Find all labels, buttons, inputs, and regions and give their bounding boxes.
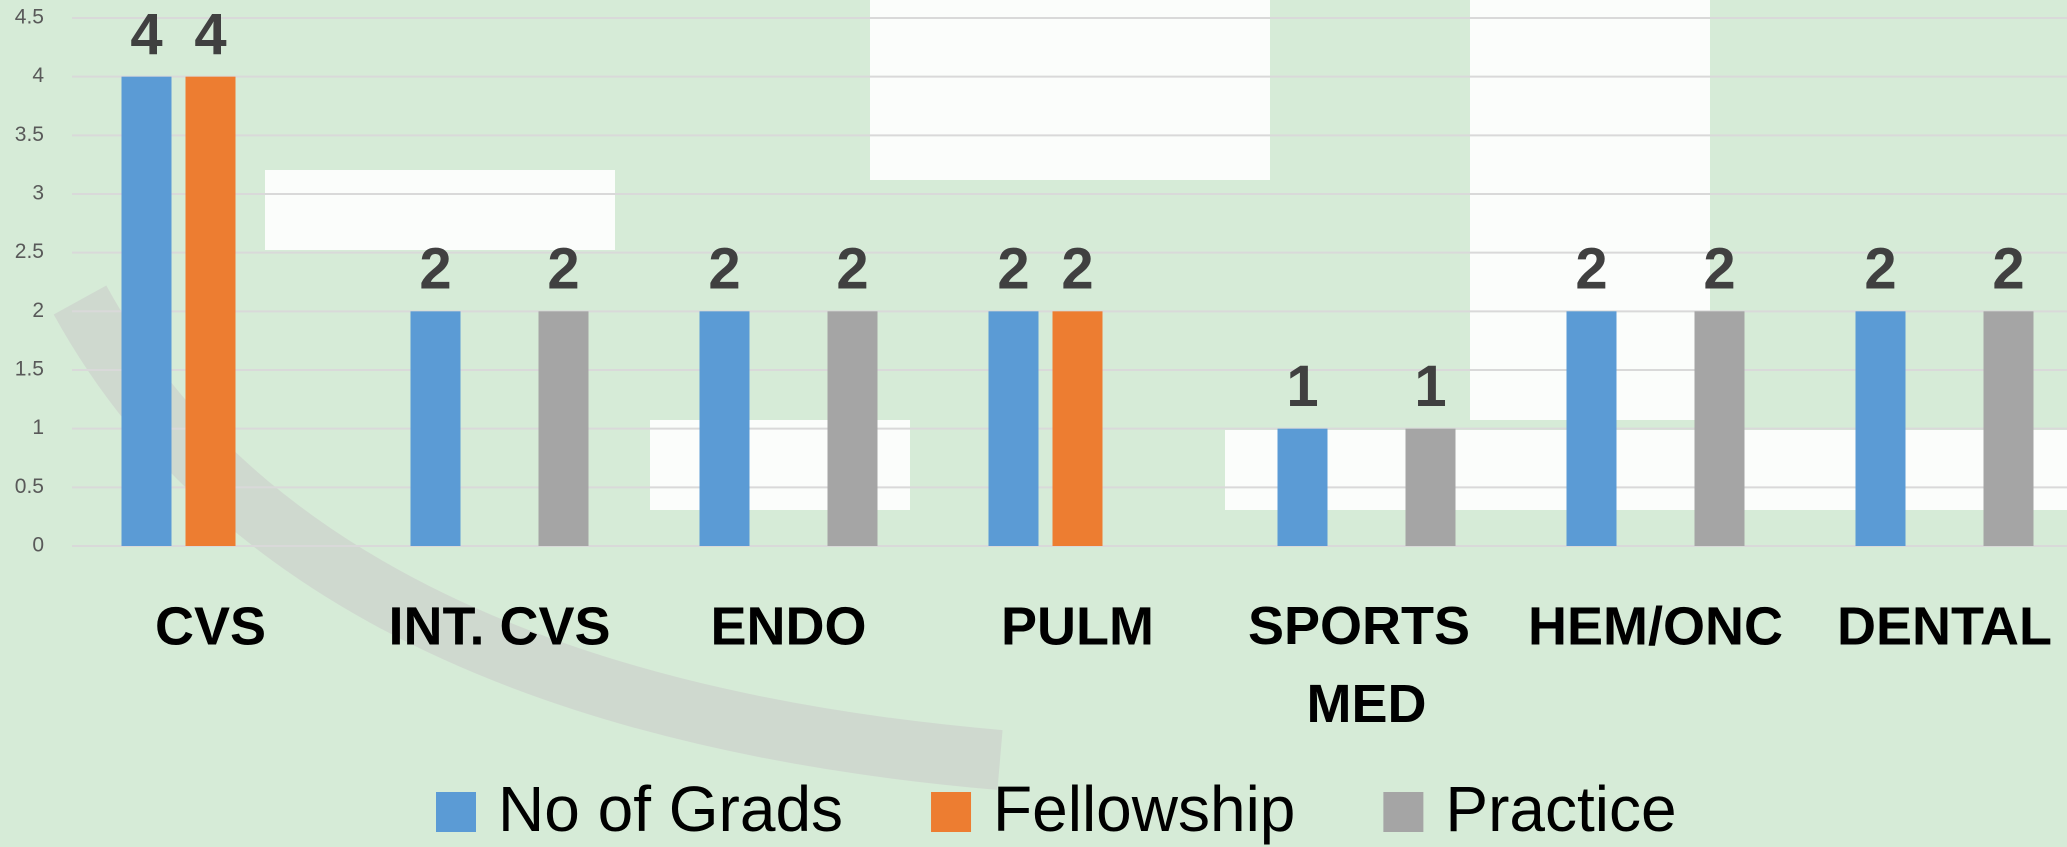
data-label: 2 (1061, 237, 1093, 302)
data-label: 2 (1575, 237, 1607, 302)
data-label: 2 (1992, 237, 2024, 302)
y-tick-label: 3.5 (15, 123, 44, 146)
y-tick-label: 2 (32, 299, 44, 322)
legend-swatch (931, 792, 972, 832)
legend-label: No of Grads (498, 773, 843, 845)
y-tick-label: 4 (32, 64, 44, 87)
bar (1052, 311, 1103, 546)
bar (1855, 311, 1906, 546)
data-label: 2 (1703, 237, 1735, 302)
y-tick-label: 1 (32, 416, 44, 439)
data-label: 2 (419, 237, 451, 302)
x-tick-label: PULM (1001, 596, 1154, 656)
y-tick-label: 2.5 (15, 240, 44, 263)
data-label: 2 (997, 237, 1029, 302)
data-label: 2 (836, 237, 868, 302)
data-label: 2 (547, 237, 579, 302)
bar (1566, 311, 1617, 546)
x-tick-label: CVS (155, 596, 266, 656)
data-label: 2 (708, 237, 740, 302)
data-label: 2 (1864, 237, 1896, 302)
bar (121, 76, 172, 547)
y-tick-label: 4.5 (15, 6, 44, 29)
y-tick-label: 1.5 (15, 358, 44, 381)
x-tick-label: DENTAL (1837, 596, 2052, 656)
x-tick-label: HEM/ONC (1528, 596, 1783, 656)
bar (1277, 428, 1328, 546)
legend-swatch (1383, 792, 1424, 832)
bar (1694, 311, 1745, 546)
y-tick-label: 0 (32, 534, 44, 557)
x-tick-label: INT. CVS (388, 596, 610, 656)
y-tick-label: 3 (32, 182, 44, 205)
legend-label: Fellowship (993, 773, 1295, 845)
bar (1983, 311, 2034, 546)
data-label: 1 (1414, 354, 1446, 419)
data-label: 1 (1286, 354, 1318, 419)
bar (538, 311, 589, 546)
legend-swatch (436, 792, 476, 832)
bar (185, 76, 236, 547)
data-label: 4 (194, 2, 226, 67)
x-tick-label: SPORTS MED (1248, 596, 1485, 734)
y-tick-label: 0.5 (15, 475, 44, 498)
data-label: 4 (130, 2, 162, 67)
bar (988, 311, 1039, 546)
legend-label: Practice (1445, 773, 1676, 845)
bar (827, 311, 878, 546)
bar (699, 311, 750, 546)
bar (410, 311, 461, 546)
x-tick-label: ENDO (710, 596, 866, 656)
bar (1405, 428, 1456, 546)
